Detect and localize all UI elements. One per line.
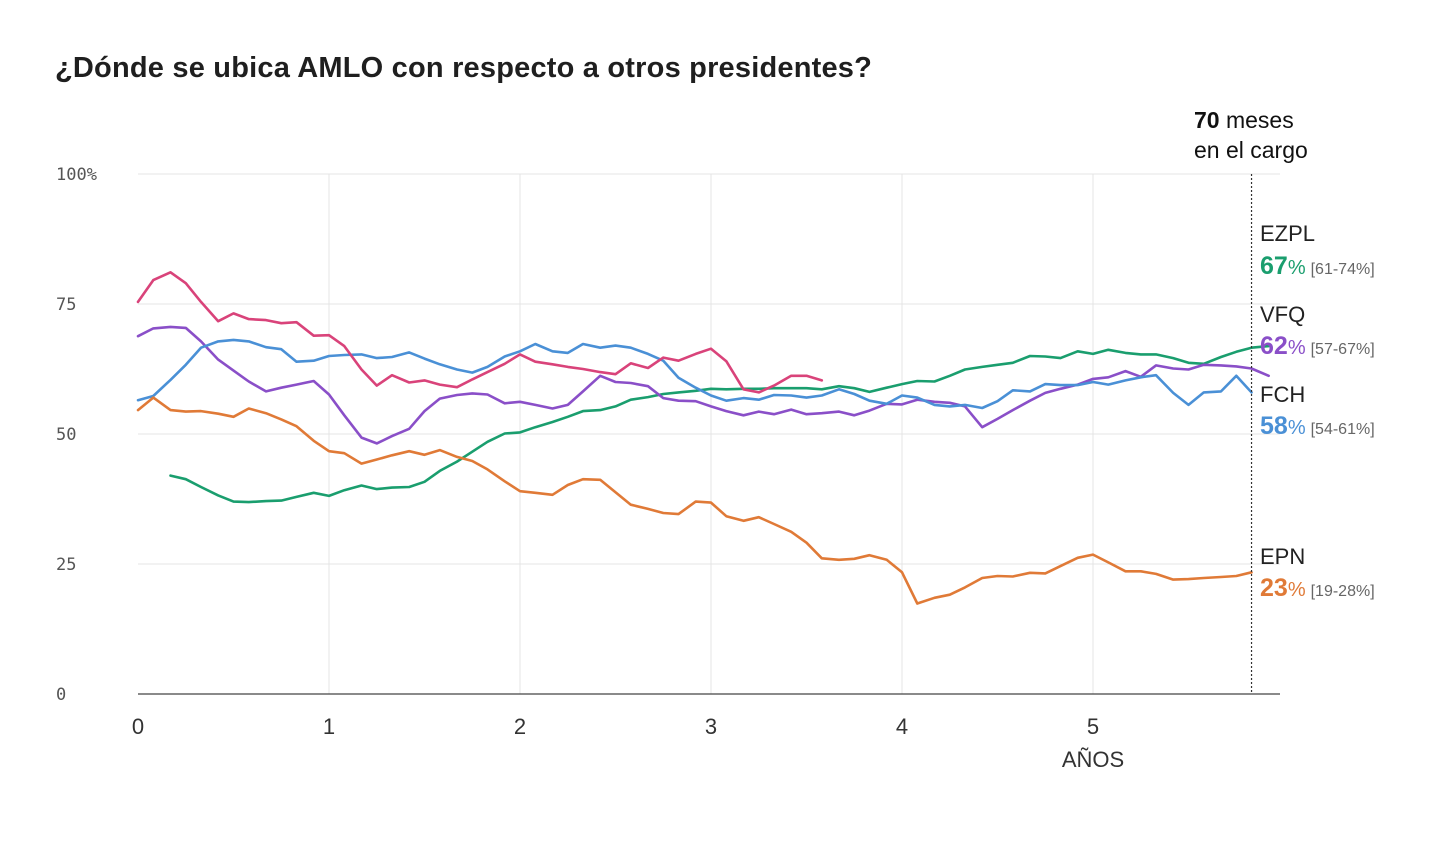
series-end-value-vfq: 62% [57-67%] xyxy=(1260,332,1375,360)
series-name-epn: EPN xyxy=(1260,544,1305,569)
x-tick-label: 1 xyxy=(323,714,335,739)
series-name-ezpl: EZPL xyxy=(1260,221,1315,246)
chart-title: ¿Dónde se ubica AMLO con respecto a otro… xyxy=(55,52,873,84)
marker-months-unit: meses xyxy=(1220,107,1294,133)
series-end-value-epn: 23% [19-28%] xyxy=(1260,574,1375,602)
marker-months: 70 meses xyxy=(1194,107,1294,133)
y-tick-label: 25 xyxy=(56,555,76,575)
series-end-labels: EZPL 67% [61-74%] VFQ 62% [57-67%] FCH 58% [54-6… xyxy=(1260,221,1375,602)
series-name-vfq: VFQ xyxy=(1260,302,1305,327)
y-tick-label: 50 xyxy=(56,425,76,445)
series-value-epn: 23 xyxy=(1260,574,1288,602)
y-tick-label: 100% xyxy=(56,165,97,185)
y-tick-label: 75 xyxy=(56,295,76,315)
series-pct-ezpl: % xyxy=(1288,257,1306,279)
series-pct-epn: % xyxy=(1288,579,1306,601)
x-tick-label: 2 xyxy=(514,714,526,739)
series-range-ezpl: [61-74%] xyxy=(1311,261,1375,278)
series-line-fch xyxy=(136,338,1253,410)
x-tick-label: 0 xyxy=(132,714,144,739)
grid xyxy=(138,173,1280,694)
series-lines xyxy=(136,271,1270,605)
series-pct-fch: % xyxy=(1288,417,1306,439)
series-line-unnamed xyxy=(136,271,824,394)
series-range-vfq: [57-67%] xyxy=(1311,341,1375,358)
series-end-value-fch: 58% [54-61%] xyxy=(1260,412,1375,440)
marker-caption: en el cargo xyxy=(1194,137,1308,163)
series-value-fch: 58 xyxy=(1260,412,1288,440)
current-month-marker: 70 meses en el cargo xyxy=(1194,107,1308,694)
x-tick-label: 5 xyxy=(1087,714,1099,739)
marker-months-value: 70 xyxy=(1194,107,1220,133)
x-tick-label: 4 xyxy=(896,714,908,739)
series-line-ezpl xyxy=(169,344,1270,504)
series-range-epn: [19-28%] xyxy=(1311,583,1375,600)
y-tick-label: 0 xyxy=(56,685,66,705)
axes: 0 25 50 75 100% 0 1 2 3 4 5 AÑOS xyxy=(56,165,1280,772)
series-end-value-ezpl: 67% [61-74%] xyxy=(1260,252,1375,280)
series-line-vfq xyxy=(136,325,1270,445)
series-range-fch: [54-61%] xyxy=(1311,421,1375,438)
x-axis-label: AÑOS xyxy=(1062,747,1124,772)
series-name-fch: FCH xyxy=(1260,382,1305,407)
series-value-ezpl: 67 xyxy=(1260,252,1288,280)
series-pct-vfq: % xyxy=(1288,337,1306,359)
series-value-vfq: 62 xyxy=(1260,332,1288,360)
series-line-epn xyxy=(136,396,1253,605)
x-tick-label: 3 xyxy=(705,714,717,739)
